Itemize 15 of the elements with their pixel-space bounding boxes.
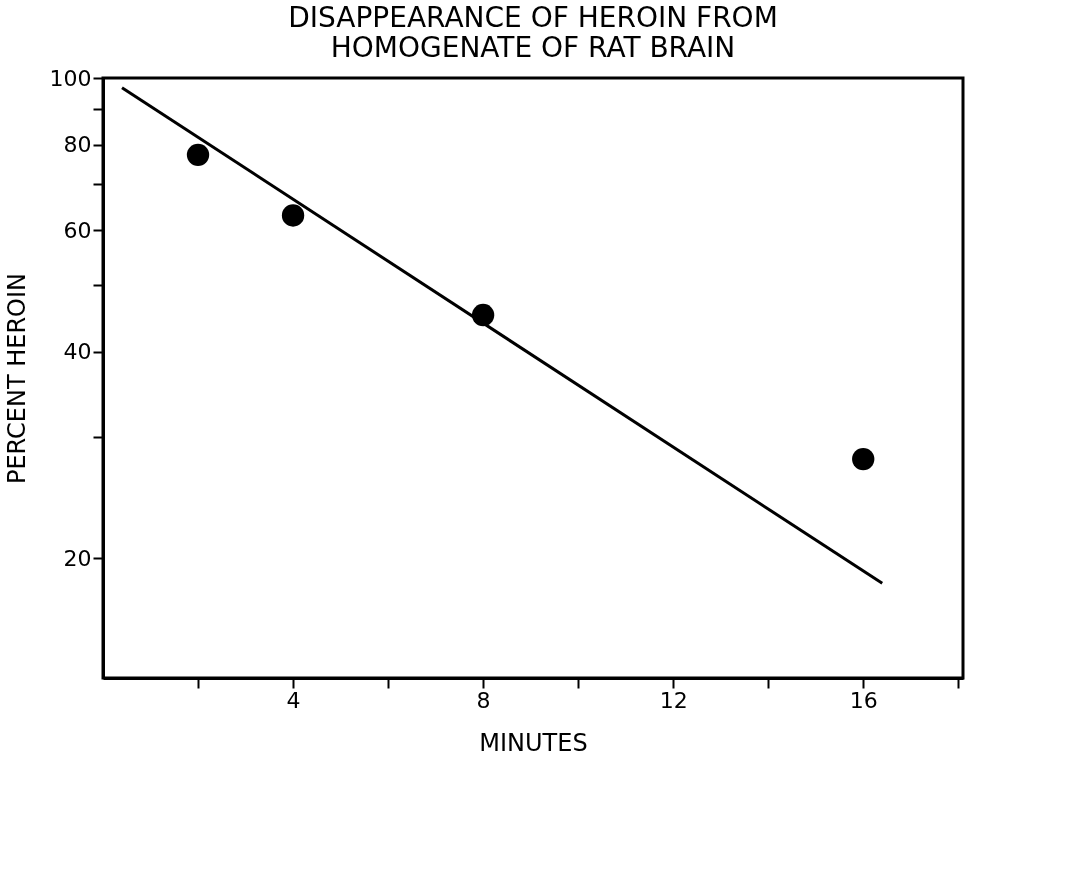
y-tick-label: 60 (63, 217, 92, 243)
x-tick-label: 4 (286, 687, 301, 713)
point (281, 204, 305, 227)
x-tick-label: 12 (659, 687, 688, 713)
point (852, 447, 875, 471)
y-axis-title: PERCENT HEROIN (2, 272, 31, 485)
y-tick-label: 40 (63, 339, 92, 365)
y-tick-label: 80 (63, 132, 92, 158)
x-tick-label: 8 (476, 687, 491, 713)
y-tick-label: 20 (63, 545, 92, 571)
x-axis-title: MINUTES (479, 728, 588, 757)
x-tick-label: 16 (849, 687, 878, 713)
chart-title: DISAPPEARANCE OF HEROIN FROM HOMOGENATE OF RAT BRAIN (288, 1, 778, 64)
point (186, 143, 210, 167)
y-tick-label: 100 (49, 65, 92, 91)
